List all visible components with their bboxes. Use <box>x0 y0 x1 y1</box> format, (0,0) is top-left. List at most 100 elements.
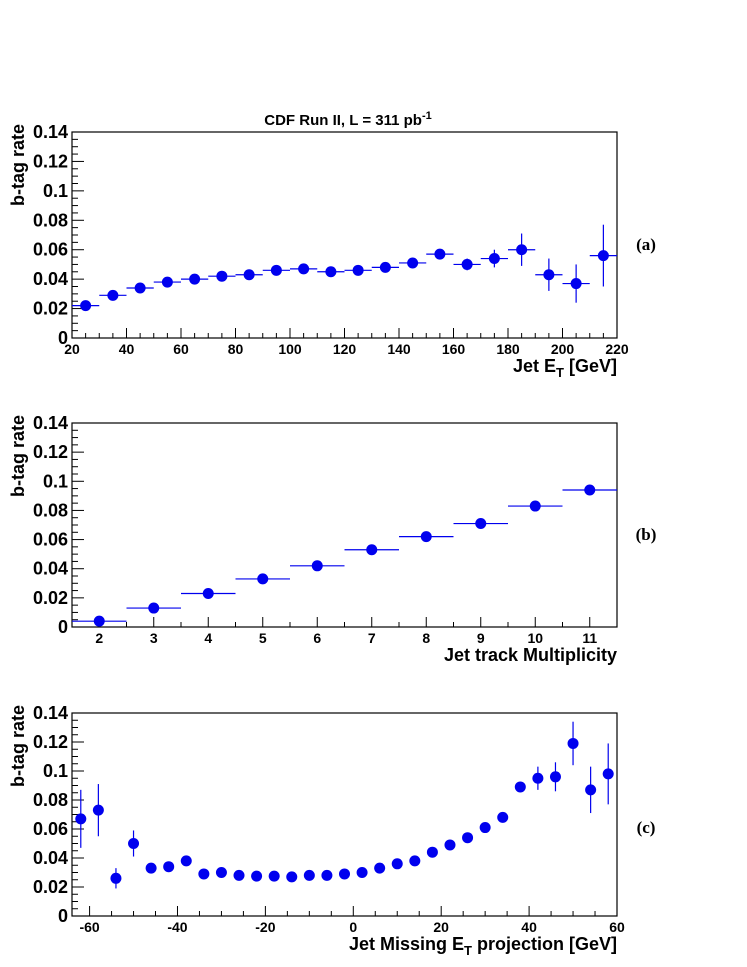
plot-frame <box>71 131 618 339</box>
y-tick-label: 0.08 <box>33 790 68 810</box>
marker <box>543 269 555 281</box>
y-tick-label: 0 <box>58 328 68 348</box>
data-point <box>589 224 617 287</box>
data-point <box>126 282 154 294</box>
data-point <box>426 248 454 260</box>
y-tick-label: 0.04 <box>33 848 68 868</box>
data-point <box>344 544 399 556</box>
data-point <box>262 264 290 276</box>
x-axis-label-main: Jet track Multiplicity <box>444 645 617 665</box>
y-tick-label: 0.06 <box>33 530 68 550</box>
x-axis-label: Jet Missing ET projection [GeV] <box>349 934 617 958</box>
marker <box>584 484 596 496</box>
y-tick-label: 0.06 <box>33 819 68 839</box>
panel-label: (c) <box>637 818 656 837</box>
marker <box>325 266 337 278</box>
marker <box>298 263 310 275</box>
data-point <box>321 869 333 881</box>
x-tick-label: 40 <box>521 919 537 935</box>
marker <box>356 867 368 878</box>
x-tick-label: 7 <box>368 630 376 646</box>
marker <box>134 282 146 294</box>
data-point <box>268 870 280 882</box>
data-point <box>532 766 544 790</box>
marker <box>567 737 579 749</box>
marker <box>180 855 192 867</box>
x-tick-label: 5 <box>259 630 267 646</box>
y-tick-label: 0 <box>58 617 68 637</box>
data-point <box>409 855 421 867</box>
data-point <box>514 781 526 793</box>
marker <box>391 858 403 870</box>
data-point <box>339 868 350 880</box>
data-point <box>356 867 368 878</box>
x-tick-label: -20 <box>255 919 275 935</box>
y-tick-label: 0.1 <box>43 471 68 491</box>
marker <box>529 500 541 512</box>
x-tick-label: 200 <box>551 341 575 357</box>
y-tick-label: 0.12 <box>33 732 68 752</box>
x-tick-label: -60 <box>79 919 99 935</box>
data-point <box>163 861 175 873</box>
marker <box>163 861 175 873</box>
y-tick-label: 0.06 <box>33 240 68 260</box>
marker <box>497 811 509 823</box>
data-point <box>585 766 597 814</box>
marker <box>257 573 269 585</box>
data-point <box>549 762 561 792</box>
x-axis-label-main: Jet Missing E <box>349 934 464 954</box>
data-point <box>126 602 181 614</box>
marker <box>366 544 378 556</box>
x-tick-label: 160 <box>442 341 466 357</box>
data-point <box>562 264 590 303</box>
x-tick-label: 8 <box>422 630 430 646</box>
x-tick-label: 4 <box>204 630 212 646</box>
marker <box>110 872 122 884</box>
y-tick-label: 0.02 <box>33 877 68 897</box>
data-point <box>153 276 181 288</box>
marker <box>475 518 487 530</box>
marker <box>462 832 474 844</box>
marker <box>479 822 491 834</box>
y-axis-label: b-tag rate <box>8 124 28 206</box>
x-axis-label: Jet track Multiplicity <box>444 645 617 665</box>
marker <box>148 602 160 614</box>
data-point <box>371 261 399 273</box>
marker <box>80 300 92 312</box>
x-tick-label: 3 <box>150 630 158 646</box>
x-tick-label: 120 <box>333 341 357 357</box>
data-point <box>235 573 290 585</box>
marker <box>286 871 298 883</box>
x-tick-label: 20 <box>433 919 449 935</box>
marker <box>420 531 432 543</box>
data-point <box>215 867 227 878</box>
x-axis-label-sub: T <box>464 943 472 958</box>
marker <box>434 248 446 260</box>
x-tick-label: 10 <box>527 630 543 646</box>
x-axis-label-tail: [GeV] <box>564 356 617 376</box>
plot-frame <box>71 422 618 628</box>
figure-title-sup: -1 <box>422 110 432 122</box>
panel-c: 0 0.02 0.04 0.06 0.08 0.1 0.12 0.14 -60 -40 -20 0 20… <box>8 703 655 958</box>
marker <box>189 273 201 285</box>
data-point <box>508 233 536 266</box>
figure-title: CDF Run II, L = 311 pb-1 <box>264 110 431 129</box>
x-axis-label-sub: T <box>556 365 564 380</box>
x-tick-label: 6 <box>313 630 321 646</box>
data-point <box>290 263 318 275</box>
panel-b: 0 0.02 0.04 0.06 0.08 0.1 0.12 0.14 2 3 4 5 6 7 8 9 10 11… <box>8 413 656 665</box>
marker <box>407 257 419 269</box>
marker <box>145 862 157 874</box>
data-point <box>286 871 298 883</box>
y-tick-label: 0.14 <box>33 413 68 433</box>
y-tick-label: 0.02 <box>33 299 68 319</box>
data-point <box>391 858 403 870</box>
y-tick-label: 0.12 <box>33 151 68 171</box>
data-point <box>208 270 236 282</box>
x-tick-label: 60 <box>609 919 625 935</box>
data-point <box>180 855 192 867</box>
marker <box>75 813 87 825</box>
panel-a: 0 0.02 0.04 0.06 0.08 0.1 0.12 0.14 20 40 60 80 100 1… <box>8 122 656 380</box>
marker <box>379 261 391 273</box>
